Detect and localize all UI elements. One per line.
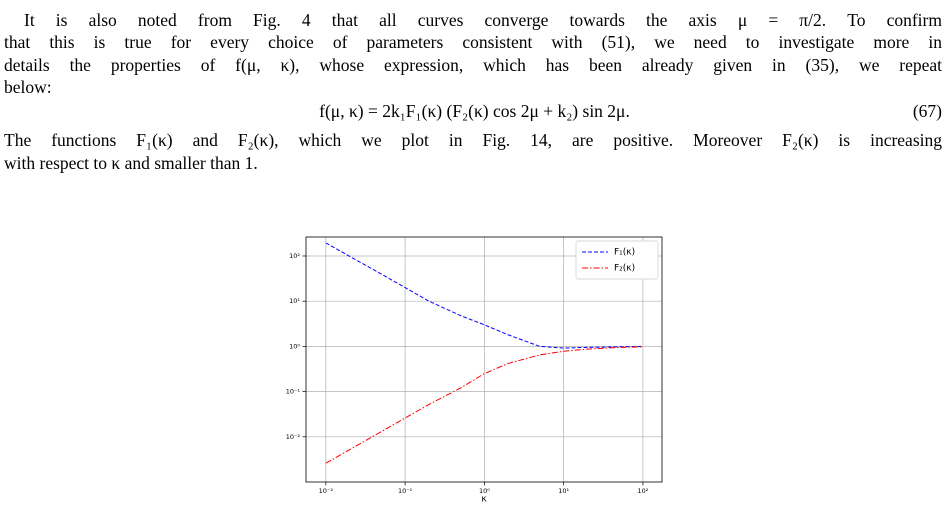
- series-line: [325, 346, 643, 464]
- text-line: It is also noted from Fig. 4 that all cu…: [24, 10, 942, 30]
- text-line: that this is true for every choice of pa…: [4, 32, 942, 52]
- y-tick-label: 10²: [289, 252, 300, 260]
- equation-number: (67): [912, 101, 942, 121]
- text-line: with respect to κ and smaller than 1.: [4, 153, 258, 173]
- y-tick-label: 10⁰: [289, 342, 300, 350]
- y-tick-label: 10¹: [289, 297, 300, 305]
- text-line: below:: [4, 77, 52, 97]
- x-tick-label: 10⁻²: [319, 487, 334, 495]
- x-tick-label: 10⁻¹: [398, 487, 413, 495]
- x-tick-label: 10²: [637, 487, 648, 495]
- x-tick-label: 10¹: [558, 487, 569, 495]
- legend-label: F₂(κ): [614, 264, 635, 274]
- y-tick-label: 10⁻²: [286, 433, 301, 441]
- x-tick-label: 10⁰: [479, 487, 490, 495]
- legend-box: [575, 240, 659, 280]
- series-line: [325, 242, 643, 349]
- x-axis-label: κ: [481, 495, 487, 505]
- legend-label: F₁(κ): [614, 248, 635, 258]
- text-line: The functions F₁(κ) and F₂(κ), which we …: [4, 130, 942, 150]
- equation: f(μ, κ) = 2k₁F₁(κ) (F₂(κ) cos 2μ + k₂) s…: [319, 101, 630, 121]
- text-line: details the properties of f(μ, κ), whose…: [4, 55, 942, 75]
- y-tick-label: 10⁻¹: [286, 388, 301, 396]
- plot-frame: [305, 236, 663, 483]
